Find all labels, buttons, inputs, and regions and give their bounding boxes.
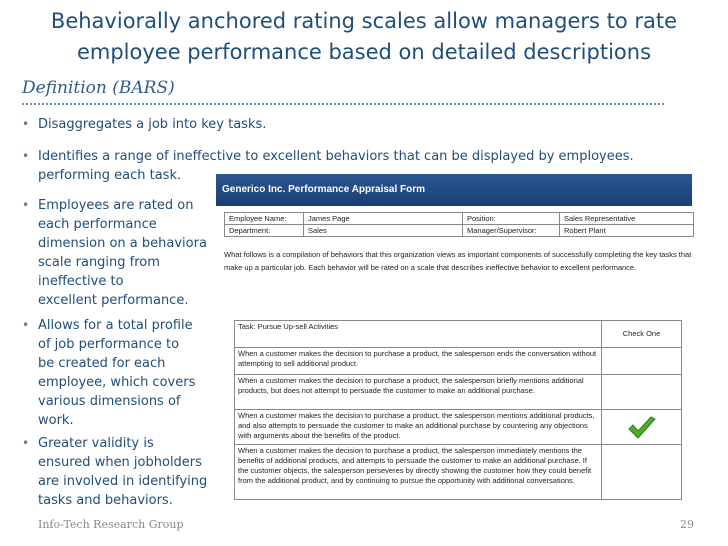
check-cell [601,374,682,410]
bullet-icon: • [22,318,30,332]
employee-name-label: Employee Name: [224,212,304,225]
bullet-item: • Greater validity is ensured when jobho… [22,434,212,514]
bullet-item: • Identifies a range of ineffective to e… [22,147,662,187]
appraisal-form-image: Generico Inc. Performance Appraisal Form… [206,166,698,518]
bullet-icon: • [22,198,30,212]
bullet-text: Employees are rated on each performance … [38,198,211,308]
section-subtitle: Definition (BARS) [22,78,175,98]
department-label: Department: [224,224,304,237]
employee-info-table: Employee Name: James Page Position: Sale… [224,212,694,237]
position-label: Position: [462,212,560,225]
behavior-row: When a customer makes the decision to pu… [234,374,602,410]
check-cell [601,409,682,445]
bullet-icon: • [22,149,30,163]
checkmark-icon [627,416,656,439]
page-number: 29 [680,518,694,531]
department-value: Sales [303,224,463,237]
check-one-label: Check One [601,320,682,348]
bullet-icon: • [22,436,30,450]
behavior-row: When a customer makes the decision to pu… [234,444,602,500]
bullet-text: Allows for a total profile of job perfor… [38,318,196,428]
check-cell [601,444,682,500]
bullet-text: Greater validity is ensured when jobhold… [38,436,208,508]
check-cell [601,347,682,375]
manager-label: Manager/Supervisor: [462,224,560,237]
bullet-text: Identifies a range of ineffective to exc… [38,149,634,183]
form-intro: What follows is a compilation of behavio… [224,250,692,272]
bullet-text: Disaggregates a job into key tasks. [38,117,267,132]
form-header: Generico Inc. Performance Appraisal Form [216,174,692,206]
task-label: Task: Pursue Up-sell Activities [234,320,602,348]
position-value: Sales Representative [559,212,694,225]
employee-name-value: James Page [303,212,463,225]
behavior-row: When a customer makes the decision to pu… [234,409,602,445]
bullet-item: • Employees are rated on each performanc… [22,196,212,316]
bullet-item: • Disaggregates a job into key tasks. [22,115,662,135]
bullet-item: • Allows for a total profile of job perf… [22,316,212,436]
task-table: Task: Pursue Up-sell Activities Check On… [234,320,682,500]
dotted-divider [22,103,664,105]
footer-org: Info-Tech Research Group [38,518,184,531]
bullet-icon: • [22,117,30,131]
behavior-row: When a customer makes the decision to pu… [234,347,602,375]
manager-value: Robert Plant [559,224,694,237]
page-title: Behaviorally anchored rating scales allo… [50,9,678,64]
